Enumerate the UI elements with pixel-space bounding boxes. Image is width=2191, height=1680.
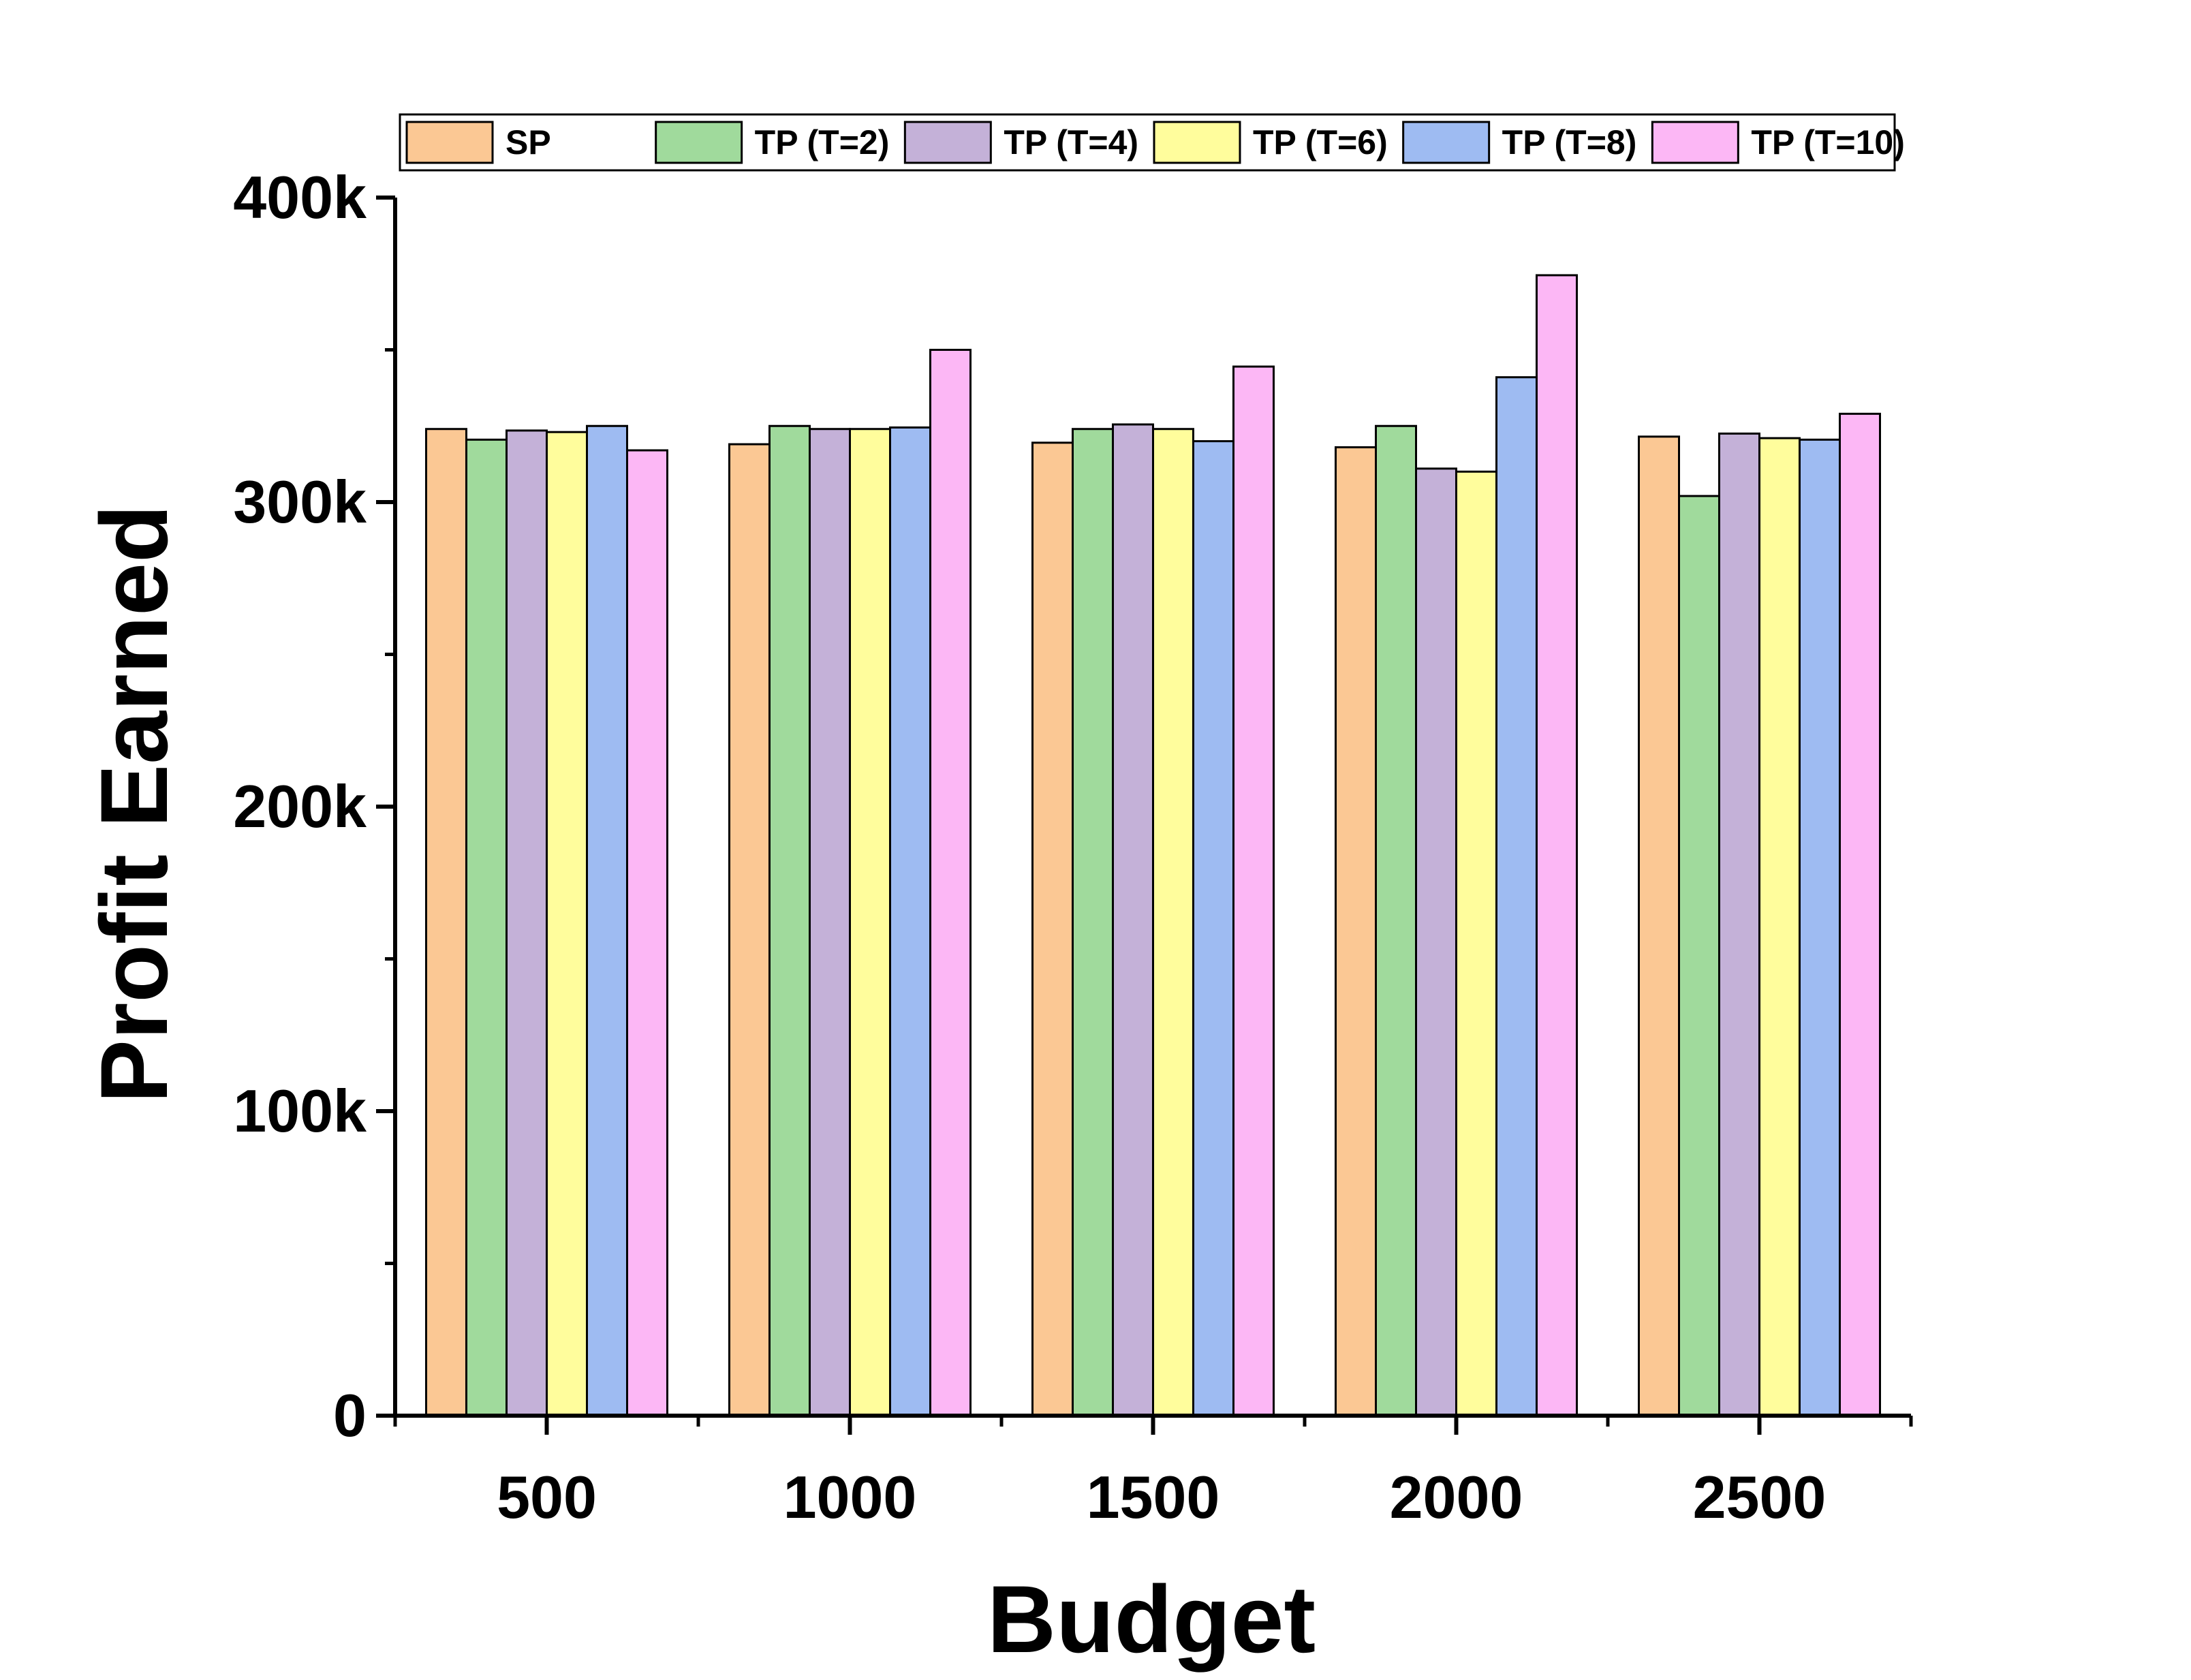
legend-label-5: TP (T=10) — [1751, 123, 1905, 161]
legend-label-2: TP (T=4) — [1004, 123, 1138, 161]
bar-2500-series-2 — [1718, 432, 1760, 1417]
bar-2000-series-4 — [1495, 376, 1538, 1417]
y-tick-label: 200k — [233, 773, 367, 840]
bar-1500-series-3 — [1152, 428, 1194, 1417]
legend-swatch-0 — [405, 121, 494, 164]
bar-2000-series-2 — [1415, 467, 1457, 1417]
legend-swatch-4 — [1402, 121, 1491, 164]
bar-2500-series-4 — [1799, 438, 1841, 1417]
x-tick-label: 1000 — [783, 1463, 917, 1531]
y-axis-title: Profit Earned — [80, 504, 187, 1103]
legend-swatch-1 — [655, 121, 743, 164]
bar-500-series-1 — [465, 438, 508, 1417]
bar-2500-series-1 — [1678, 495, 1720, 1417]
x-tick-label: 500 — [497, 1463, 597, 1531]
bar-500-series-3 — [546, 431, 588, 1417]
bar-1000-series-1 — [768, 424, 811, 1417]
bar-1000-series-2 — [809, 428, 851, 1417]
legend-swatch-2 — [903, 121, 992, 164]
y-tick-label: 100k — [233, 1077, 367, 1145]
legend-label-4: TP (T=8) — [1502, 123, 1637, 161]
x-tick-label: 1500 — [1087, 1463, 1220, 1531]
y-tick-label: 0 — [333, 1382, 367, 1449]
bar-500-series-5 — [626, 449, 668, 1417]
y-tick-label: 400k — [233, 164, 367, 231]
legend-swatch-5 — [1651, 121, 1739, 164]
legend-label-3: TP (T=6) — [1253, 123, 1388, 161]
bar-2500-series-3 — [1758, 437, 1801, 1417]
x-tick-label: 2500 — [1693, 1463, 1827, 1531]
bar-2000-series-1 — [1375, 424, 1417, 1417]
bar-1500-series-5 — [1232, 365, 1275, 1417]
axes-layer: 0 100k 200k 300k 400k 500 1000 1500 2000 2500 — [233, 164, 1913, 1531]
bar-2500-series-0 — [1638, 435, 1680, 1417]
bar-500-series-4 — [586, 424, 628, 1417]
bar-2000-series-0 — [1335, 446, 1377, 1417]
bars-layer — [425, 274, 1881, 1417]
y-tick-label: 300k — [233, 468, 367, 535]
bar-2000-series-5 — [1536, 274, 1578, 1417]
bar-1000-series-4 — [889, 426, 931, 1417]
bar-1000-series-0 — [728, 443, 771, 1417]
legend: SP TP (T=2) TP (T=4) TP (T=6) TP (T=8) TP (T=… — [399, 113, 1905, 172]
bar-1000-series-5 — [929, 349, 972, 1417]
legend-label-1: TP (T=2) — [755, 123, 890, 161]
legend-label-0: SP — [506, 123, 551, 161]
x-tick-label: 2000 — [1390, 1463, 1523, 1531]
bar-500-series-2 — [506, 429, 548, 1417]
bar-1500-series-2 — [1112, 423, 1154, 1417]
legend-swatch-3 — [1153, 121, 1241, 164]
bar-500-series-0 — [425, 428, 467, 1417]
bar-2500-series-5 — [1839, 412, 1881, 1417]
bar-1000-series-3 — [849, 428, 891, 1417]
bar-2000-series-3 — [1455, 470, 1497, 1417]
legend-box — [399, 113, 1896, 172]
bar-1500-series-0 — [1031, 441, 1074, 1417]
x-axis-title: Budget — [987, 1566, 1316, 1673]
bar-1500-series-1 — [1072, 428, 1114, 1417]
bar-1500-series-4 — [1192, 440, 1234, 1417]
